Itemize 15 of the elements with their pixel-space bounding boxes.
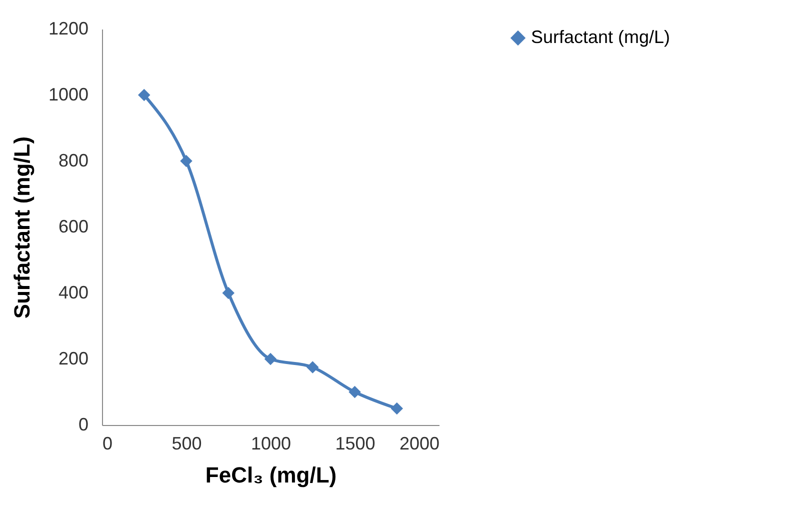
x-tick-label: 1000 — [250, 434, 292, 454]
y-tick-label: 800 — [58, 150, 88, 170]
x-tick-label: 2000 — [399, 434, 440, 454]
y-tick-label: 1200 — [48, 18, 88, 38]
x-tick-label: 0 — [102, 434, 113, 454]
y-tick-label: 200 — [58, 348, 88, 368]
x-tick-label: 1500 — [335, 434, 376, 454]
x-tick-label: 500 — [172, 434, 202, 454]
y-tick-label: 1000 — [48, 84, 88, 104]
y-axis-title: Surfactant (mg/L) — [9, 136, 34, 319]
legend-label: Surfactant (mg/L) — [531, 27, 670, 47]
y-tick-label: 0 — [78, 414, 88, 434]
y-tick-label: 600 — [58, 216, 88, 236]
x-axis-title: FeCl₃ (mg/L) — [205, 462, 337, 488]
y-tick-label: 400 — [58, 282, 88, 302]
